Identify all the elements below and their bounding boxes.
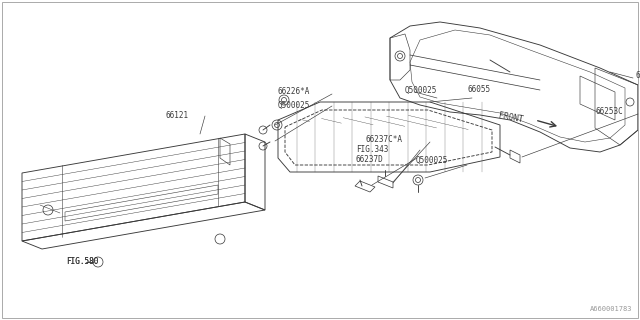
- Text: A660001783: A660001783: [589, 306, 632, 312]
- Text: 66237D: 66237D: [356, 156, 384, 164]
- Text: 66203C: 66203C: [635, 70, 640, 79]
- Text: Q500025: Q500025: [405, 85, 437, 94]
- Text: Q500025: Q500025: [416, 156, 449, 164]
- Text: FIG.580: FIG.580: [66, 258, 99, 267]
- Text: 66237C*A: 66237C*A: [365, 135, 402, 145]
- Text: 66055: 66055: [468, 85, 491, 94]
- Text: FRONT: FRONT: [498, 111, 524, 124]
- Text: 66121: 66121: [165, 111, 188, 121]
- Text: FIG.343: FIG.343: [356, 146, 388, 155]
- Text: 66226*A: 66226*A: [278, 87, 310, 97]
- Text: 66253C: 66253C: [596, 108, 624, 116]
- Text: Q500025: Q500025: [278, 100, 310, 109]
- Text: FIG.580: FIG.580: [66, 258, 99, 267]
